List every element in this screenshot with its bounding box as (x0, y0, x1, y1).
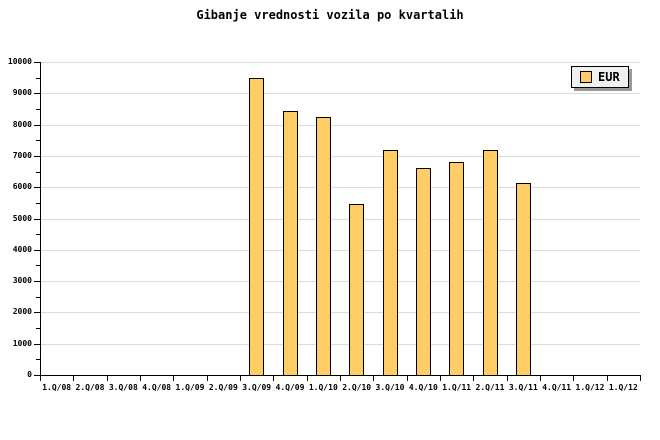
x-axis-tick (440, 375, 441, 381)
y-axis-minor-tick (36, 202, 40, 204)
y-axis-label: 4000 (12, 244, 32, 254)
x-axis-tick (507, 375, 508, 381)
x-axis-label: 1.Q/11 (442, 383, 472, 392)
y-axis-label: 7000 (12, 150, 32, 160)
x-axis-tick (373, 375, 374, 381)
x-axis-label: 1.Q/10 (308, 383, 338, 392)
x-axis-label: 2.Q/10 (342, 383, 372, 392)
y-axis-tick (34, 124, 40, 126)
y-axis-label: 10000 (7, 57, 32, 66)
x-axis-label: 4.Q/11 (542, 383, 572, 392)
y-axis-label: 2000 (12, 307, 32, 317)
x-axis-label: 3.Q/08 (108, 383, 138, 392)
bar (449, 162, 464, 375)
y-axis-label: 8000 (12, 119, 32, 129)
x-axis-label: 1.Q/12 (608, 383, 638, 392)
x-axis-label: 3.Q/11 (508, 383, 538, 392)
x-axis-tick (573, 375, 574, 381)
x-axis-tick (240, 375, 241, 381)
bar (483, 150, 498, 375)
chart-title: Gibanje vrednosti vozila po kvartalih (196, 8, 464, 22)
x-axis-label: 2.Q/11 (475, 383, 505, 392)
gridline (41, 93, 640, 95)
y-axis-minor-tick (36, 108, 40, 110)
y-axis-label: 9000 (12, 88, 32, 98)
bar (516, 183, 531, 375)
x-axis-tick (473, 375, 474, 381)
x-axis-label: 2.Q/08 (75, 383, 105, 392)
y-axis-tick (34, 218, 40, 220)
gridline (41, 249, 640, 251)
x-axis-label: 1.Q/12 (575, 383, 605, 392)
x-axis-tick (540, 375, 541, 381)
x-axis-tick (340, 375, 341, 381)
x-axis-label: 4.Q/10 (408, 383, 438, 392)
x-axis-tick (140, 375, 141, 381)
y-axis-line (40, 62, 41, 376)
gridline (41, 62, 640, 63)
gridline (41, 187, 640, 189)
y-axis-tick (34, 375, 40, 376)
x-axis-label: 1.Q/08 (42, 383, 72, 392)
legend-label: EUR (598, 70, 620, 84)
y-axis-tick (34, 93, 40, 95)
y-axis-tick (34, 249, 40, 251)
gridline (41, 281, 640, 283)
gridline (41, 124, 640, 126)
x-axis-tick (40, 375, 41, 381)
bar (416, 168, 431, 375)
y-axis-tick (34, 62, 40, 63)
gridline (41, 343, 640, 345)
y-axis-minor-tick (36, 328, 40, 330)
legend-swatch-icon (580, 71, 592, 83)
y-axis-minor-tick (36, 171, 40, 173)
x-axis-label: 4.Q/09 (275, 383, 305, 392)
x-axis-tick (307, 375, 308, 381)
y-axis-minor-tick (36, 296, 40, 298)
x-axis-tick (407, 375, 408, 381)
x-axis-tick (207, 375, 208, 381)
y-axis-label: 0 (27, 370, 32, 379)
legend: EUR (571, 66, 629, 88)
gridline (41, 218, 640, 220)
x-axis-tick (640, 375, 641, 381)
y-axis-minor-tick (36, 140, 40, 142)
gridline (41, 312, 640, 314)
x-axis-label: 4.Q/08 (142, 383, 172, 392)
y-axis-tick (34, 343, 40, 345)
y-axis-label: 5000 (12, 213, 32, 223)
bar (283, 111, 298, 375)
bar (349, 204, 364, 375)
x-axis-tick (107, 375, 108, 381)
y-axis-minor-tick (36, 234, 40, 236)
x-axis-tick (173, 375, 174, 381)
y-axis-tick (34, 187, 40, 189)
x-axis-label: 3.Q/09 (242, 383, 272, 392)
bar (383, 150, 398, 375)
x-axis-tick (73, 375, 74, 381)
gridline (41, 155, 640, 157)
y-axis-minor-tick (36, 77, 40, 79)
y-axis-label: 6000 (12, 182, 32, 192)
y-axis-label: 1000 (12, 338, 32, 348)
y-axis-minor-tick (36, 359, 40, 361)
y-axis-tick (34, 312, 40, 314)
y-axis-tick (34, 281, 40, 283)
y-axis-tick (34, 155, 40, 157)
x-axis-label: 3.Q/10 (375, 383, 405, 392)
x-axis-tick (273, 375, 274, 381)
x-axis-label: 2.Q/09 (208, 383, 238, 392)
y-axis-label: 3000 (12, 276, 32, 286)
y-axis-minor-tick (36, 265, 40, 267)
x-axis-tick (607, 375, 608, 381)
bar (249, 78, 264, 375)
bar (316, 117, 331, 375)
x-axis-label: 1.Q/09 (175, 383, 205, 392)
